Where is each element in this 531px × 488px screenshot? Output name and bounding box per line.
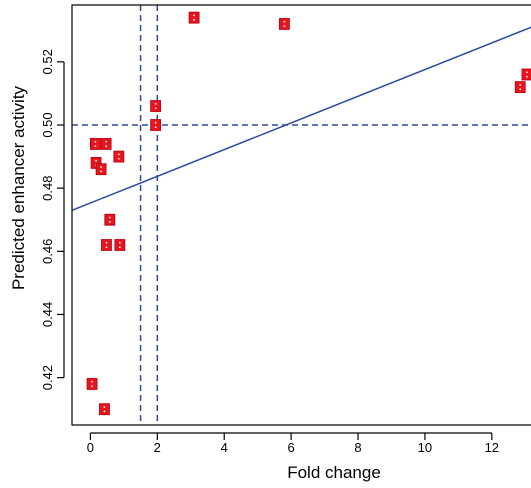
data-point bbox=[95, 163, 107, 176]
data-point bbox=[150, 119, 162, 131]
data-point bbox=[150, 100, 162, 112]
y-tick-label: 0.48 bbox=[40, 176, 55, 201]
y-tick-label: 0.50 bbox=[40, 112, 55, 137]
y-axis-title: Predicted enhancer activity bbox=[9, 85, 28, 290]
y-tick-label: 0.44 bbox=[40, 302, 55, 327]
data-point bbox=[101, 239, 112, 251]
x-tick-label: 12 bbox=[485, 440, 499, 455]
y-tick-label: 0.42 bbox=[40, 365, 55, 390]
data-points bbox=[86, 11, 531, 416]
fit-line-group bbox=[71, 26, 531, 212]
y-tick-label: 0.52 bbox=[40, 49, 55, 74]
data-point bbox=[86, 378, 98, 390]
data-point bbox=[279, 18, 290, 30]
reference-lines bbox=[72, 5, 531, 425]
x-axis-title: Fold change bbox=[287, 463, 381, 482]
data-point bbox=[99, 403, 110, 416]
x-tick-label: 10 bbox=[418, 440, 432, 455]
data-point bbox=[188, 11, 200, 24]
x-tick-label: 6 bbox=[287, 440, 294, 455]
data-point bbox=[514, 81, 526, 94]
x-tick-label: 4 bbox=[221, 440, 228, 455]
x-tick-label: 8 bbox=[354, 440, 361, 455]
x-tick-label: 2 bbox=[154, 440, 161, 455]
x-axis: 0 2 4 6 8 10 12 bbox=[87, 432, 499, 455]
data-point bbox=[113, 150, 125, 163]
x-tick-label: 0 bbox=[87, 440, 94, 455]
data-point bbox=[104, 213, 116, 226]
y-tick-label: 0.46 bbox=[40, 239, 55, 264]
regression-line bbox=[71, 26, 531, 212]
data-point bbox=[114, 239, 126, 251]
data-point bbox=[521, 68, 531, 81]
data-point bbox=[100, 138, 112, 150]
y-axis: 0.42 0.44 0.46 0.48 0.50 0.52 bbox=[40, 49, 65, 390]
plot-frame bbox=[71, 4, 531, 426]
data-point bbox=[90, 138, 101, 150]
